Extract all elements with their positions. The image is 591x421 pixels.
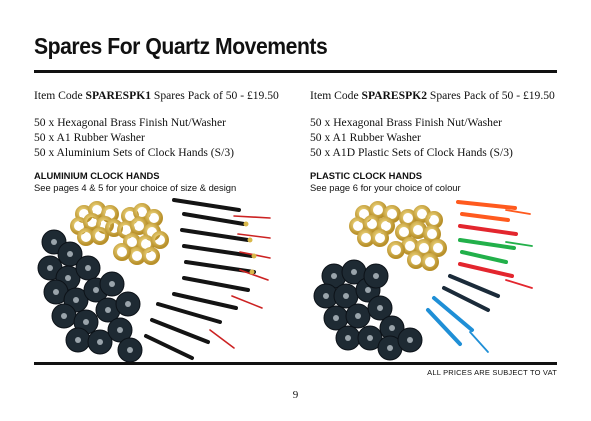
footer-rule <box>34 362 557 365</box>
pack-contents-list: 50 x Hexagonal Brass Finish Nut/Washer 5… <box>34 115 290 160</box>
item-code-prefix: Item Code <box>34 89 86 102</box>
hands-note-text: See page 6 for your choice of colour <box>310 181 461 193</box>
brass-nut-pile <box>349 201 447 271</box>
item-code: SPARESPK1 <box>85 89 152 102</box>
page-title: Spares For Quartz Movements <box>34 33 328 59</box>
rubber-washer-pile <box>37 229 143 363</box>
pack-item: 50 x A1 Rubber Washer <box>34 131 145 144</box>
hands-heading: ALUMINIUM CLOCK HANDS <box>34 170 160 181</box>
plastic-hands-fan <box>426 200 533 353</box>
product-spares-pack-2: Item Code SPARESPK2 Spares Pack of 50 - … <box>310 88 566 193</box>
item-code-prefix: Item Code <box>310 89 362 102</box>
item-code-line: Item Code SPARESPK1 Spares Pack of 50 - … <box>34 88 290 103</box>
aluminium-spares-photo <box>37 198 271 363</box>
title-rule <box>34 70 557 73</box>
pack-item: 50 x A1D Plastic Sets of Clock Hands (S/… <box>310 146 513 159</box>
item-price: Spares Pack of 50 - £19.50 <box>151 89 279 102</box>
product-spares-pack-1: Item Code SPARESPK1 Spares Pack of 50 - … <box>34 88 290 193</box>
hands-note: PLASTIC CLOCK HANDS See page 6 for your … <box>310 170 566 193</box>
page-number: 9 <box>292 389 299 401</box>
pack-item: 50 x Hexagonal Brass Finish Nut/Washer <box>34 116 226 129</box>
vat-notice: ALL PRICES ARE SUBJECT TO VAT <box>427 368 557 377</box>
brass-nut-pile <box>70 201 169 265</box>
pack-contents-list: 50 x Hexagonal Brass Finish Nut/Washer 5… <box>310 115 566 160</box>
item-code: SPARESPK2 <box>361 89 428 102</box>
plastic-spares-photo <box>313 200 533 361</box>
hands-heading: PLASTIC CLOCK HANDS <box>310 170 422 181</box>
clock-hands-fan <box>144 198 271 360</box>
hands-note: ALUMINIUM CLOCK HANDS See pages 4 & 5 fo… <box>34 170 290 193</box>
pack-item: 50 x Hexagonal Brass Finish Nut/Washer <box>310 116 502 129</box>
item-price: Spares Pack of 50 - £19.50 <box>427 89 555 102</box>
hands-note-text: See pages 4 & 5 for your choice of size … <box>34 181 237 193</box>
pack-item: 50 x A1 Rubber Washer <box>310 131 421 144</box>
item-code-line: Item Code SPARESPK2 Spares Pack of 50 - … <box>310 88 566 103</box>
pack-item: 50 x Aluminium Sets of Clock Hands (S/3) <box>34 146 234 159</box>
rubber-washer-pile <box>313 259 423 361</box>
